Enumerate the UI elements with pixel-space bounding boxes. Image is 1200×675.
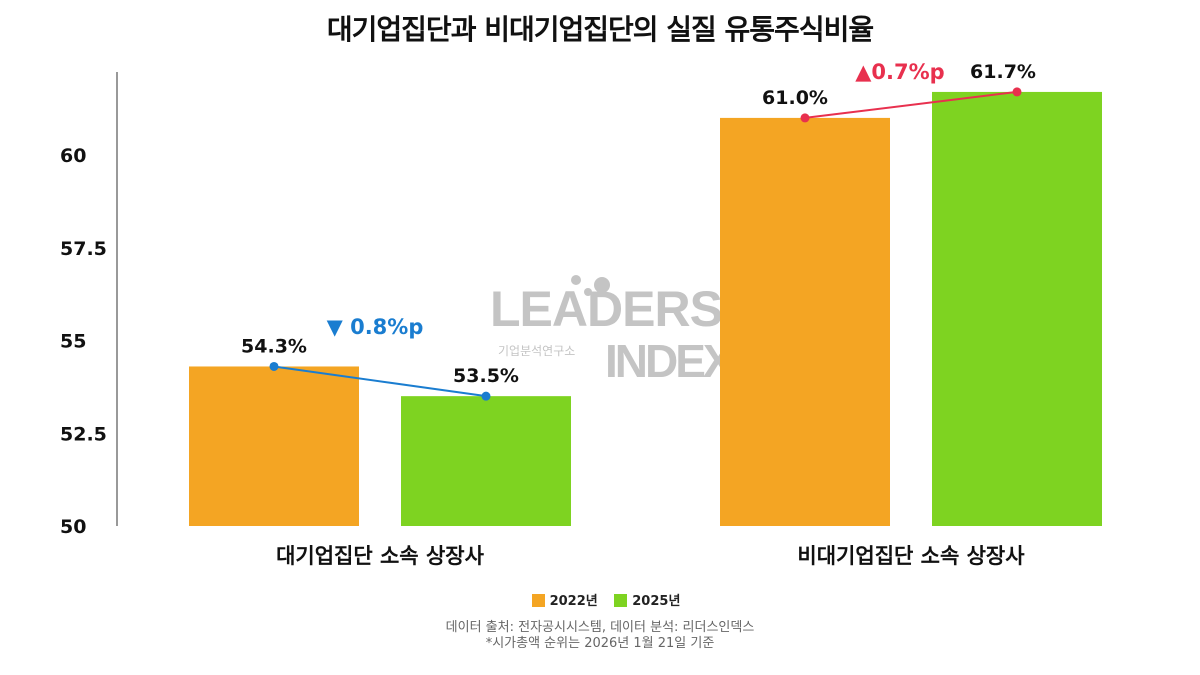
legend-label-2022: 2022년 bbox=[549, 594, 598, 609]
change-line bbox=[804, 90, 1018, 119]
change-point bbox=[1012, 87, 1022, 97]
bar-2025년 bbox=[932, 91, 1102, 527]
x-category-label: 대기업집단 소속 상장사 bbox=[276, 544, 485, 568]
change-line bbox=[273, 365, 487, 398]
legend-swatch-2025 bbox=[614, 594, 628, 607]
data-label: 53.5% bbox=[453, 365, 519, 387]
y-tick-label: 60 bbox=[60, 145, 86, 167]
legend-swatch-2022 bbox=[531, 594, 545, 607]
y-tick-label: 50 bbox=[60, 516, 86, 538]
chart-title: 대기업집단과 비대기업집단의 실질 유통주식비율 bbox=[326, 13, 874, 46]
change-label: ▼ 0.8%p bbox=[327, 315, 424, 339]
x-category-label: 비대기업집단 소속 상장사 bbox=[797, 544, 1025, 568]
legend: 2022년 2025년 bbox=[0, 590, 1200, 609]
bar-2025년 bbox=[401, 396, 571, 526]
data-label: 61.0% bbox=[762, 87, 828, 109]
legend-label-2025: 2025년 bbox=[632, 594, 681, 609]
y-tick-label: 52.5 bbox=[60, 423, 107, 445]
bar-2022년 bbox=[189, 366, 359, 526]
data-label: 54.3% bbox=[241, 335, 307, 357]
date-note: *시가총액 순위는 2026년 1월 21일 기준 bbox=[485, 636, 715, 651]
y-tick-label: 55 bbox=[60, 331, 86, 353]
bar-2022년 bbox=[720, 117, 890, 527]
watermark-dots bbox=[571, 275, 610, 296]
source-note: 데이터 출처: 전자공시시스템, 데이터 분석: 리더스인덱스 bbox=[445, 620, 755, 635]
change-point bbox=[481, 391, 491, 401]
y-tick-label: 57.5 bbox=[60, 238, 107, 260]
leaders-index-watermark: LEADERS 기업분석연구소 INDEX bbox=[490, 270, 734, 415]
data-label: 61.7% bbox=[970, 61, 1036, 83]
change-label: ▲0.7%p bbox=[855, 60, 944, 84]
change-point bbox=[269, 361, 279, 371]
change-point bbox=[800, 113, 810, 123]
